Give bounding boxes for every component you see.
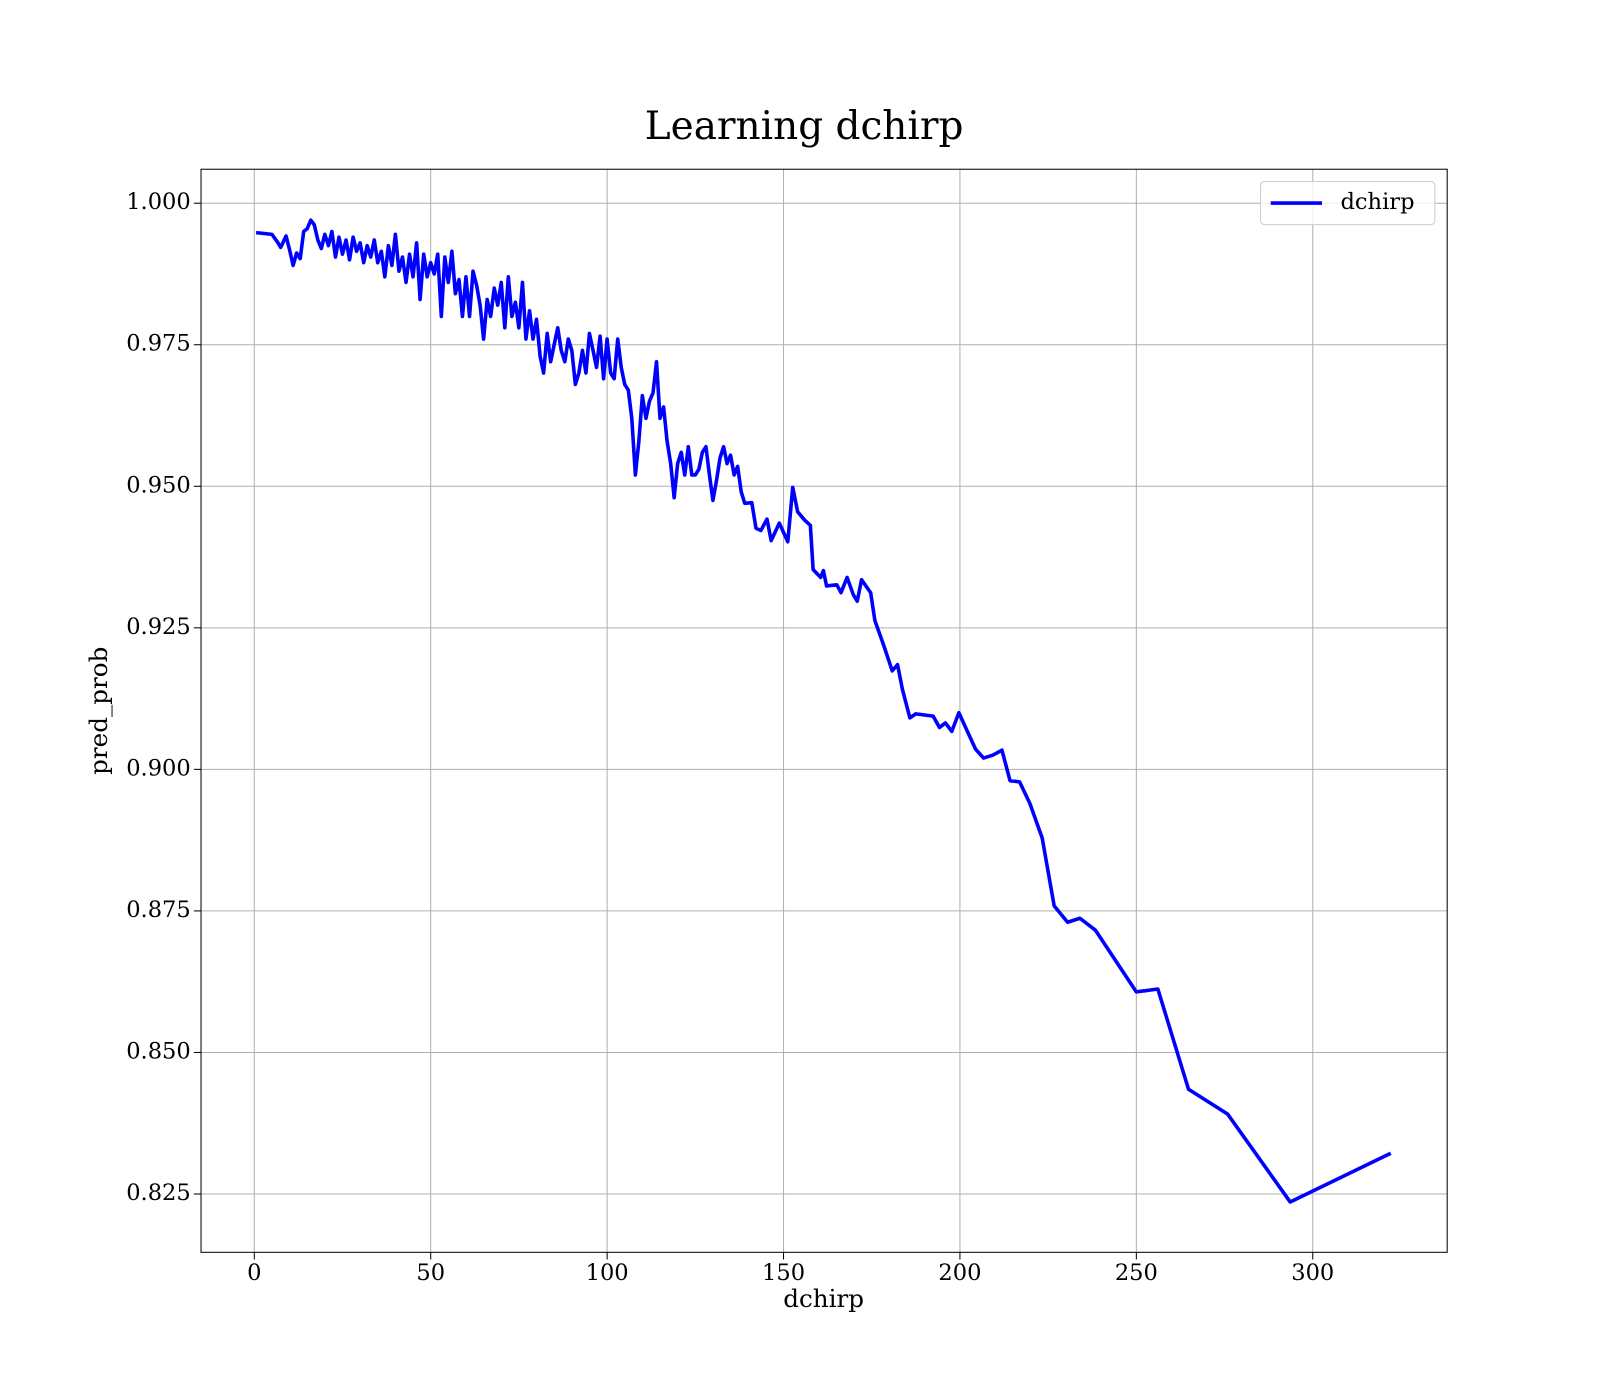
- data-line: [255, 218, 1392, 1204]
- y-tick-label: 0.825: [126, 1180, 191, 1206]
- y-tick-label: 0.950: [126, 472, 191, 498]
- legend-box: [1260, 181, 1436, 226]
- chart-title: Learning dchirp: [645, 104, 964, 149]
- x-tick-label: 0: [247, 1260, 261, 1286]
- x-tick-label: 50: [416, 1260, 445, 1286]
- legend-label: dchirp: [1341, 189, 1415, 215]
- y-axis-label: pred_prob: [84, 647, 113, 775]
- x-tick-label: 150: [762, 1260, 805, 1286]
- x-tick-label: 250: [1115, 1260, 1158, 1286]
- y-tick-label: 0.875: [126, 897, 191, 923]
- y-tick-label: 0.975: [126, 331, 191, 357]
- y-tick-label: 1.000: [126, 189, 191, 215]
- x-tick-label: 200: [938, 1260, 981, 1286]
- y-tick-label: 0.925: [126, 614, 191, 640]
- plot-frame: [200, 168, 1448, 1253]
- y-tick-label: 0.850: [126, 1038, 191, 1064]
- x-axis-label: dchirp: [783, 1284, 864, 1313]
- x-tick-label: 300: [1291, 1260, 1334, 1286]
- y-tick-label: 0.900: [126, 755, 191, 781]
- x-tick-label: 100: [586, 1260, 629, 1286]
